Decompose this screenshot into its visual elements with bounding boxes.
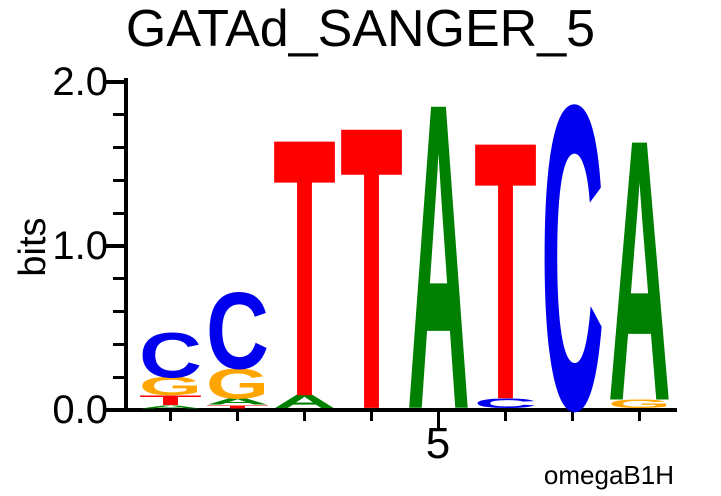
svg-text:C: C <box>206 271 269 393</box>
svg-text:G: G <box>139 372 202 401</box>
x-tick-label: 5 <box>425 419 451 468</box>
x-minor-tick <box>235 412 239 421</box>
x-minor-tick <box>302 412 306 421</box>
svg-text:A: A <box>407 12 470 496</box>
svg-text:T: T <box>474 65 537 477</box>
x-minor-tick <box>168 412 172 421</box>
x-minor-tick <box>369 412 373 421</box>
svg-text:G: G <box>608 397 671 410</box>
y-minor-tick <box>113 113 124 117</box>
svg-text:C: C <box>139 319 202 391</box>
watermark-label: omegaB1H <box>543 460 674 490</box>
logo-letter-T-pos1: T <box>139 392 202 408</box>
y-minor-tick <box>113 342 124 346</box>
logo-letter-A-pos1: A <box>139 404 202 409</box>
svg-text:C: C <box>541 14 604 496</box>
x-minor-tick <box>570 412 574 421</box>
svg-text:C: C <box>474 395 537 411</box>
logo-letter-A-pos3: A <box>273 391 336 412</box>
y-minor-tick <box>113 211 124 215</box>
svg-text:T: T <box>273 61 336 473</box>
y-minor-tick <box>113 178 124 182</box>
y-axis-line <box>124 78 128 412</box>
logo-letter-A-pos2: A <box>206 396 269 407</box>
logo-letter-C-pos6: C <box>474 395 537 411</box>
logo-letter-A-pos5: A <box>407 12 470 496</box>
y-major-tick <box>106 244 124 248</box>
svg-text:A: A <box>206 396 269 407</box>
svg-text:A: A <box>608 62 671 480</box>
y-minor-tick <box>113 146 124 150</box>
svg-text:A: A <box>139 404 202 409</box>
x-major-tick <box>436 412 440 428</box>
logo-letter-G-pos8: G <box>608 397 671 410</box>
y-tick-label: 1.0 <box>52 224 108 268</box>
y-major-tick <box>106 408 124 412</box>
logo-letter-T-pos3: T <box>273 61 336 473</box>
y-minor-tick <box>113 310 124 314</box>
svg-text:T: T <box>340 44 403 495</box>
svg-text:T: T <box>139 392 202 408</box>
y-minor-tick <box>113 375 124 379</box>
logo-letter-C-pos7: C <box>541 14 604 496</box>
logo-letter-T-pos4: T <box>340 44 403 495</box>
logo-letter-C-pos2: C <box>206 271 269 393</box>
svg-text:T: T <box>206 404 269 409</box>
y-tick-label: 0.0 <box>52 388 108 432</box>
y-minor-tick <box>113 277 124 281</box>
logo-letter-G-pos1: G <box>139 372 202 401</box>
logo-letter-T-pos6: T <box>474 65 537 477</box>
svg-text:A: A <box>273 391 336 412</box>
x-minor-tick <box>637 412 641 421</box>
x-axis-line <box>124 408 677 412</box>
logo-letter-A-pos8: A <box>608 62 671 480</box>
logo-letter-T-pos2: T <box>206 404 269 409</box>
logo-letter-G-pos2: G <box>206 360 269 408</box>
logo-letter-C-pos1: C <box>139 319 202 391</box>
page-title: GATAd_SANGER_5 <box>125 0 596 58</box>
y-tick-label: 2.0 <box>52 60 108 104</box>
x-minor-tick <box>503 412 507 421</box>
svg-text:G: G <box>206 360 269 408</box>
y-major-tick <box>106 80 124 84</box>
